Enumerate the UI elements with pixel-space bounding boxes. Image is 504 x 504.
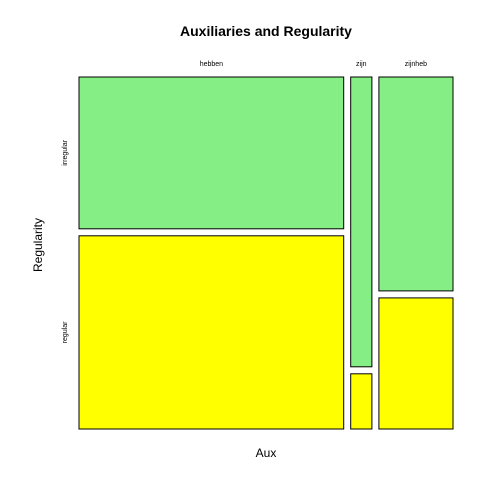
y-axis-label: Regularity — [31, 218, 45, 272]
y-category-labels: irregular regular — [62, 139, 69, 343]
tile-zijn-regular — [350, 373, 373, 430]
x-axis-label: Aux — [256, 446, 277, 460]
y-category-label-regular: regular — [62, 321, 69, 343]
tile-zijn-irregular — [350, 76, 373, 368]
mosaic-tiles — [78, 76, 454, 430]
x-category-label-hebben: hebben — [200, 61, 223, 68]
y-category-label-irregular: irregular — [62, 139, 69, 165]
tile-zijnheb-irregular — [378, 76, 454, 292]
x-category-label-zijn: zijn — [356, 61, 367, 68]
chart-title: Auxiliaries and Regularity — [180, 23, 352, 39]
tile-hebben-irregular — [78, 76, 345, 230]
tile-zijnheb-regular — [378, 297, 454, 430]
x-category-labels: hebben zijn zijnheb — [200, 61, 427, 68]
tile-hebben-regular — [78, 235, 345, 430]
x-category-label-zijnheb: zijnheb — [405, 61, 427, 68]
